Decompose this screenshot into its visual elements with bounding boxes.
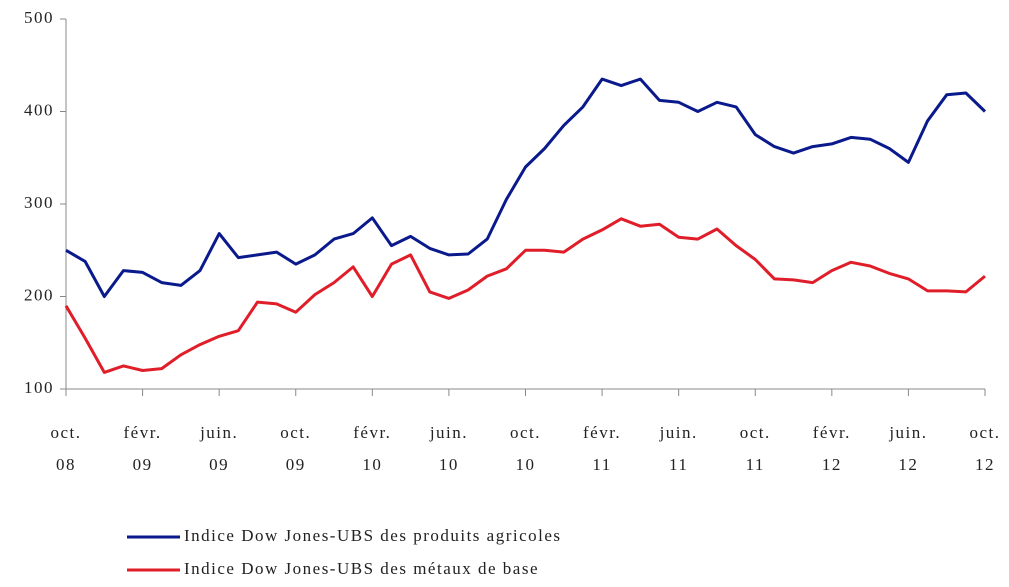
series-line (64, 217, 986, 374)
x-tick-label: juin. 09 (199, 423, 238, 474)
x-tick-label: févr. 12 (813, 423, 851, 474)
x-tick-label: juin. 12 (888, 423, 927, 474)
x-tick-label: févr. 10 (353, 423, 391, 474)
x-tick-label: oct. 12 (969, 423, 1000, 474)
y-tick-label: 400 (24, 100, 54, 119)
y-tick-label: 500 (24, 8, 54, 27)
series-line (65, 77, 987, 298)
x-tick-label: févr. 11 (583, 423, 621, 474)
y-tick-label: 300 (24, 193, 54, 212)
x-tick-label: oct. 09 (280, 423, 311, 474)
legend-label: Indice Dow Jones-UBS des produits agrico… (184, 526, 562, 545)
x-tick-label: oct. 11 (740, 423, 771, 474)
x-tick-label: oct. 10 (510, 423, 541, 474)
y-tick-label: 200 (24, 285, 54, 304)
x-tick-label: juin. 10 (429, 423, 468, 474)
y-tick-label: 100 (24, 378, 54, 397)
x-tick-label: juin. 11 (659, 423, 698, 474)
x-tick-label: févr. 09 (123, 423, 161, 474)
x-tick-label: oct. 08 (50, 423, 81, 474)
legend-label: Indice Dow Jones-UBS des métaux de base (184, 559, 539, 578)
